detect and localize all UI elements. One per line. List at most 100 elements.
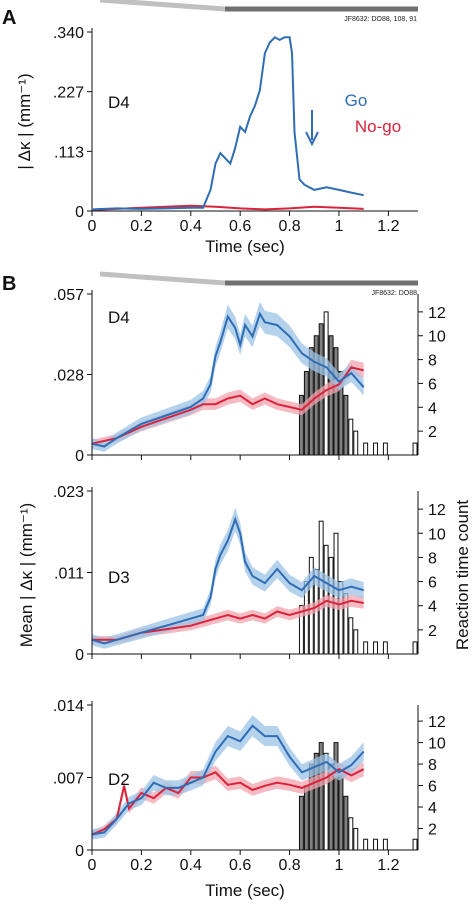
y-tick-label: .014 — [53, 698, 84, 715]
right-tick-label: 6 — [428, 779, 437, 796]
y-tick-label: .007 — [53, 771, 84, 788]
histogram-bar — [348, 817, 354, 851]
y-tick-label: 0 — [75, 448, 84, 465]
panel-a-label: D4 — [108, 93, 130, 112]
series-go-line — [91, 724, 365, 836]
right-tick-label: 6 — [428, 376, 437, 393]
histogram-bar — [353, 430, 359, 456]
x-tick-label: 0.6 — [229, 218, 251, 235]
subpanel-label: D3 — [108, 568, 130, 587]
x-tick-label: 1 — [335, 857, 344, 874]
series-go-line — [91, 36, 364, 211]
subpanel-d2: .014 .007 0 2 4 6 8 10 12 D2 — [53, 698, 446, 860]
histogram-bar — [343, 394, 349, 456]
histogram-bar — [373, 442, 378, 456]
right-tick-label: 4 — [428, 800, 437, 817]
histogram-bar — [382, 838, 388, 851]
right-tick-label: 2 — [428, 822, 437, 839]
x-tick-label: 0 — [88, 218, 97, 235]
series-nogo-band — [92, 762, 364, 839]
right-tick-label: 4 — [428, 599, 437, 616]
subpanel-d3: .023 .011 0 2 4 6 8 10 12 D3 — [53, 484, 446, 664]
y-tick-label: 0 — [75, 204, 84, 221]
series-nogo-line — [91, 204, 364, 211]
x-tick-label: 0.8 — [278, 857, 300, 874]
y-tick-label: .028 — [53, 368, 84, 385]
y-tick-label: .023 — [53, 484, 84, 501]
panel-note: JF8632: DO88, 108, 91 — [344, 16, 417, 23]
y-tick-label: .227 — [53, 85, 84, 102]
subpanel-d4: .057 .028 0 2 4 6 8 10 12 D4 — [53, 287, 446, 465]
x-axis-label: Time (sec) — [205, 881, 285, 900]
histogram-bar — [382, 641, 388, 655]
panel-b-stimulus: JF8632: DO88 — [99, 271, 418, 297]
subpanel-label: D2 — [108, 770, 130, 789]
subpanel-label: D4 — [108, 308, 130, 327]
panel-note: JF8632: DO88 — [371, 290, 417, 297]
series-go-line — [91, 516, 364, 645]
y-axis-label: | Δκ | (mm⁻¹) — [15, 73, 34, 169]
legend-go: Go — [345, 91, 368, 110]
x-tick-label: 0.6 — [229, 857, 251, 874]
right-tick-label: 6 — [428, 575, 437, 592]
histogram-bar — [382, 442, 388, 456]
stimulus-ramp — [99, 0, 226, 12]
histogram-bar — [353, 629, 359, 655]
histogram-bar — [338, 774, 344, 851]
panel-a-letter: A — [2, 7, 16, 29]
series-go-line — [91, 311, 365, 448]
histogram-bar — [343, 795, 349, 851]
x-tick-label: 0.2 — [130, 218, 152, 235]
x-tick-label: 1 — [335, 218, 344, 235]
right-tick-label: 2 — [428, 623, 437, 640]
series-go-band — [92, 715, 364, 840]
y-tick-label: 0 — [75, 647, 84, 664]
histogram-bar — [412, 838, 418, 851]
histogram-bar — [348, 418, 354, 456]
histogram-bar — [353, 828, 359, 851]
right-tick-label: 8 — [428, 757, 437, 774]
x-tick-label: 1.2 — [377, 218, 399, 235]
histogram-bar — [363, 838, 369, 851]
arrow-head — [305, 131, 319, 147]
histogram-bar — [333, 742, 339, 851]
y-tick-label: .011 — [54, 566, 84, 583]
histogram-bar — [373, 641, 378, 655]
right-tick-label: 12 — [428, 714, 446, 731]
histogram-bar — [303, 785, 309, 851]
series-go-band — [92, 301, 364, 452]
histogram-bar — [298, 795, 304, 851]
right-tick-label: 12 — [428, 502, 446, 519]
histogram-bar — [363, 442, 369, 456]
right-tick-label: 12 — [428, 305, 446, 322]
right-tick-label: 4 — [428, 400, 437, 417]
legend-nogo: No-go — [355, 117, 401, 136]
histogram-bar — [333, 347, 339, 456]
stimulus-ramp — [99, 271, 226, 286]
histogram-bar — [412, 442, 418, 456]
x-tick-label: 1.2 — [377, 857, 399, 874]
panel-a-stimulus: JF8632: DO88, 108, 91 — [99, 0, 418, 23]
series-nogo-band — [92, 359, 364, 448]
x-axis-label: Time (sec) — [205, 237, 285, 256]
histogram-bar — [328, 335, 334, 456]
panel-b-letter: B — [2, 273, 16, 295]
right-axis-label: Reaction time count — [453, 500, 472, 651]
x-tick-label: 0 — [88, 857, 97, 874]
histogram-bar — [373, 838, 378, 851]
histogram-bar — [363, 641, 369, 655]
y-tick-label: 0 — [75, 843, 84, 860]
x-tick-label: 0.2 — [130, 857, 152, 874]
y-tick-label: .057 — [53, 287, 84, 304]
x-tick-label: 0.8 — [278, 218, 300, 235]
right-tick-label: 8 — [428, 550, 437, 567]
series-nogo-line — [92, 599, 364, 641]
x-tick-label: 0.4 — [180, 857, 202, 874]
y-tick-label: .340 — [53, 25, 84, 42]
x-tick-label: 0.4 — [180, 218, 202, 235]
series-go-band — [92, 507, 364, 649]
right-tick-label: 10 — [428, 329, 446, 346]
right-tick-label: 10 — [428, 526, 446, 543]
histogram-bar — [348, 617, 354, 655]
